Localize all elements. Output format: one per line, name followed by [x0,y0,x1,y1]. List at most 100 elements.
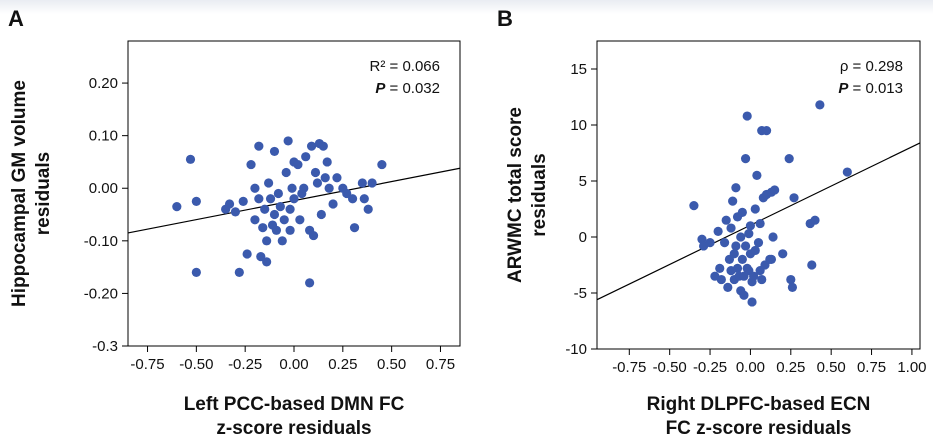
panel-b-data-point [740,154,751,164]
panel-a-data-point [293,159,303,170]
panel-b-data-point [768,232,778,242]
panel-b-x-tick-label: -0.25 [693,359,727,376]
panel-a-data-point [363,204,373,214]
panel-a-data-point [269,209,280,220]
panel-a-data-point [322,157,332,167]
panel-a-data-point [349,223,360,233]
panel-a-data-point [377,159,387,170]
panel-a-data-point [250,215,260,225]
panel-b-y-tick-label: 0 [579,229,587,246]
panel-a-data-point [265,194,276,204]
panel-a-data-point [367,178,377,188]
panel-b-x-tick-label: 0.00 [736,359,765,376]
panel-a-x-tick-label: 0.50 [377,356,406,373]
panel-b-data-point [729,249,739,259]
panel-b-y-tick-label: -5 [574,285,587,302]
panel-b-x-tick-label: 0.25 [776,359,805,376]
panel-b-y-axis-title-line2: residuals [529,153,550,236]
panel-b-x-tick-label: 0.75 [857,359,886,376]
panel-b-data-point [723,282,733,292]
panel-b-data-point [766,254,777,264]
panel-a-data-point [271,225,282,235]
panel-a-data-point [281,167,291,178]
panel-b-data-point [753,238,764,248]
panel-a-data-point [256,252,266,262]
panel-a-data-point [260,204,270,214]
panel-b-x-tick-label: -0.75 [612,359,646,376]
panel-b-data-point [713,226,723,236]
panel-b-data-point [761,126,772,136]
panel-a-data-point [254,194,264,204]
panel-a-data-point [320,173,330,183]
panel-b-data-point [745,221,756,231]
panel-a-data-point [347,194,358,204]
panel-a-data-point [287,183,297,193]
panel-a-data-point [295,215,305,225]
panel-b-letter: B [497,6,513,31]
panel-b-data-point [731,183,741,193]
panel-a-x-tick-label: 0.75 [426,356,455,373]
panel-a-x-tick-label: -0.50 [179,356,213,373]
panel-a-data-point [299,183,309,193]
panel-b-data-point [750,245,760,256]
panel-b-data-point [784,154,794,164]
panel-a-data-point [283,136,293,146]
panel-b-data-point [731,241,741,251]
panel-a-data-point [308,230,319,241]
panel-a-y-tick-label: 0.10 [89,128,118,145]
panel-a-stat-coefficient: R² = 0.066 [370,58,440,75]
panel-b-data-point [739,290,749,300]
panel-a-letter: A [8,6,24,31]
panel-b-y-tick-label: 5 [579,173,587,190]
panel-b-data-point [747,297,757,307]
panel-a-data-point [273,188,283,199]
panel-b-data-point [705,238,715,248]
panel-a-data-point [191,196,201,206]
panel-b-data-point [689,201,699,211]
panel-a-x-axis-title-line2: z-score residuals [216,418,371,439]
panel-b-data-point [726,223,736,233]
panel-a-data-point [262,257,272,267]
panel-a-data-point [312,178,323,188]
panel-a-data-point [332,173,342,183]
panel-a-x-axis-title-line1: Left PCC-based DMN FC [184,394,405,415]
panel-b-y-tick-label: -10 [565,341,587,358]
panel-b-data-point [810,215,820,225]
panel-b-data-point [749,271,759,281]
panel-a-y-axis-title-line2: residuals [33,152,54,235]
panel-b-data-point [842,167,852,177]
panel-a-data-point [269,146,280,157]
panel-a-data-point [301,152,311,162]
panel-b-data-point [737,207,747,217]
panel-b-data-point [789,193,799,203]
panel-b-data-point [815,100,825,110]
panel-a-data-point [285,204,295,214]
panel-a-data-point [224,199,235,209]
panel-a-data-point [234,267,244,277]
panel-b-stat-coefficient: ρ = 0.298 [840,58,903,75]
panel-b-data-point [737,254,747,264]
panel-b-x-axis-title-line2: FC z-score residuals [666,418,852,439]
panel-a-data-point [289,194,299,204]
panel-a-data-point [357,178,367,188]
panel-a-data-point [238,196,248,206]
panel-a-x-tick-label: -0.75 [130,356,164,373]
panel-b-x-tick-label: 1.00 [897,359,926,376]
panel-a-y-tick-label: 0.00 [89,180,118,197]
panel-b-data-point [778,249,788,259]
panel-b-data-point [728,196,738,206]
panel-b-data-point [770,185,780,195]
panel-b-data-point [742,111,752,121]
panel-a-x-tick-label: 0.25 [328,356,357,373]
panel-a-y-axis-title-line1: Hippocampal GM volume [9,80,30,307]
panel-a-data-point [254,141,264,151]
panel-a-data-point [185,154,196,164]
panel-b-data-point [757,274,767,285]
panel-a-data-point [246,159,256,170]
panel-b-stat-p-value: P = 0.013 [838,80,903,97]
panel-a-x-tick-label: -0.25 [228,356,262,373]
panel-a-data-point [277,236,287,246]
panel-b-data-point [732,263,743,273]
panel-b-data-point [755,218,765,229]
